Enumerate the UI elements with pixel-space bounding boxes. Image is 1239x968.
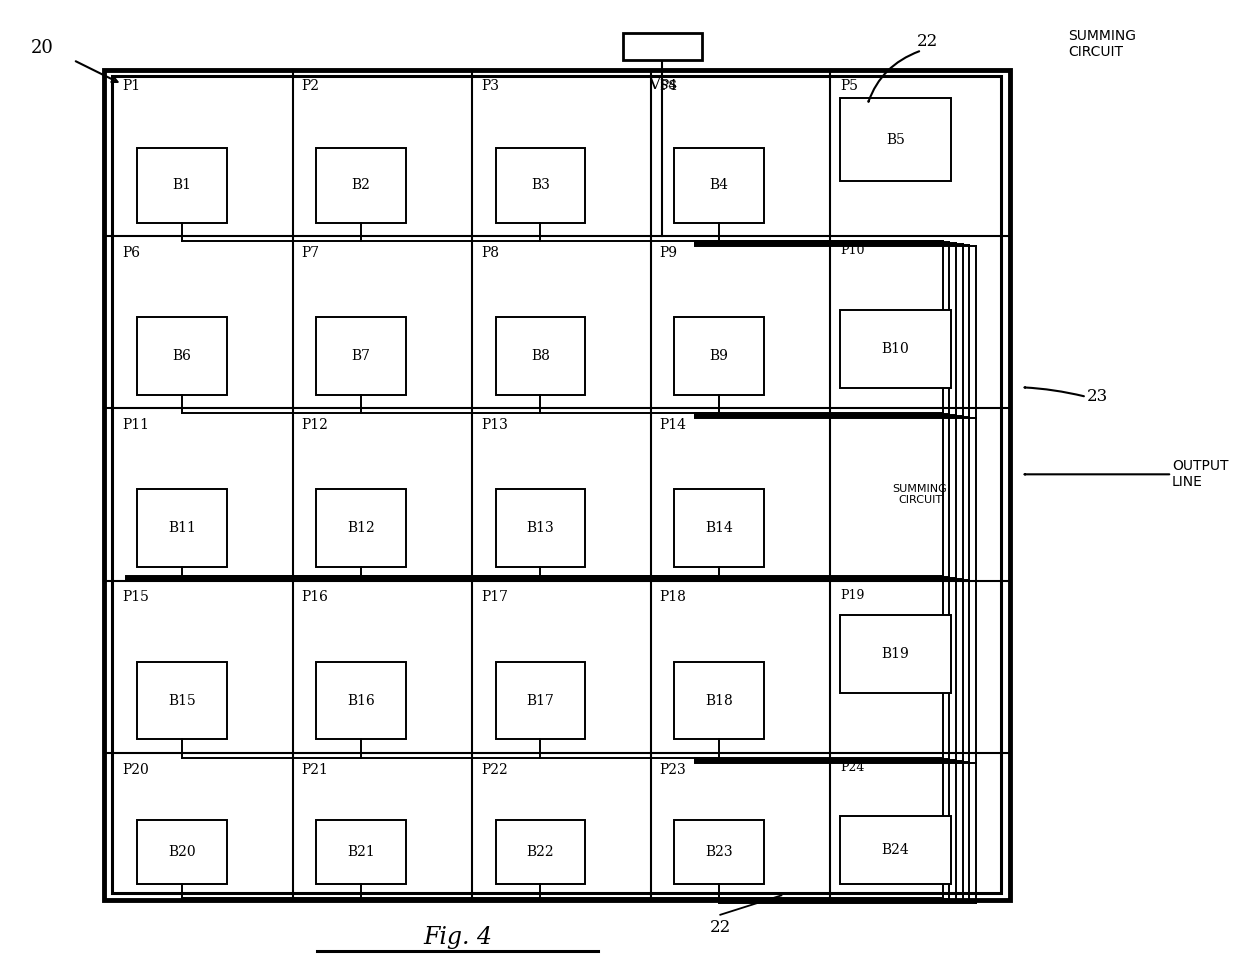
- Text: Fig. 4: Fig. 4: [424, 925, 492, 949]
- Bar: [674, 148, 763, 223]
- Text: P21: P21: [301, 763, 328, 776]
- Bar: [496, 490, 585, 567]
- Text: 20: 20: [31, 40, 53, 57]
- Bar: [674, 318, 763, 395]
- Text: B23: B23: [705, 845, 732, 859]
- Text: P19: P19: [840, 589, 865, 601]
- Text: P3: P3: [481, 79, 499, 93]
- Text: B6: B6: [172, 348, 191, 363]
- Bar: [674, 490, 763, 567]
- Text: B10: B10: [882, 342, 909, 356]
- Text: P11: P11: [123, 418, 149, 432]
- Text: P12: P12: [301, 418, 328, 432]
- Text: B20: B20: [169, 845, 196, 859]
- Text: B13: B13: [527, 521, 554, 535]
- Text: 22: 22: [917, 33, 938, 50]
- Text: P7: P7: [301, 246, 320, 259]
- Bar: [136, 318, 227, 395]
- Bar: [674, 820, 763, 884]
- Text: B22: B22: [527, 845, 554, 859]
- Bar: [316, 490, 406, 567]
- Text: B18: B18: [705, 693, 732, 708]
- Text: Vss: Vss: [648, 76, 676, 93]
- Text: P23: P23: [659, 763, 686, 776]
- Text: B8: B8: [530, 348, 550, 363]
- Text: P10: P10: [840, 244, 865, 257]
- Bar: [104, 70, 1010, 900]
- Text: P16: P16: [301, 590, 328, 604]
- Text: P15: P15: [123, 590, 149, 604]
- Bar: [496, 148, 585, 223]
- Bar: [840, 616, 952, 693]
- Text: B9: B9: [710, 348, 729, 363]
- Bar: [316, 820, 406, 884]
- Text: P18: P18: [659, 590, 686, 604]
- Bar: [316, 662, 406, 740]
- Text: B4: B4: [710, 178, 729, 193]
- Text: B11: B11: [167, 521, 196, 535]
- Text: OUTPUT
LINE: OUTPUT LINE: [1172, 459, 1229, 490]
- Text: B1: B1: [172, 178, 191, 193]
- Text: P8: P8: [481, 246, 499, 259]
- Text: P22: P22: [481, 763, 508, 776]
- Text: B3: B3: [530, 178, 550, 193]
- Text: B24: B24: [882, 843, 909, 857]
- Text: SUMMING
CIRCUIT: SUMMING CIRCUIT: [1068, 29, 1136, 59]
- Text: P9: P9: [659, 246, 678, 259]
- Text: B21: B21: [347, 845, 375, 859]
- Bar: [136, 490, 227, 567]
- FancyArrowPatch shape: [869, 51, 919, 102]
- Text: 23: 23: [1087, 388, 1108, 406]
- Text: P20: P20: [123, 763, 149, 776]
- Text: B12: B12: [347, 521, 375, 535]
- Bar: [496, 820, 585, 884]
- Text: B7: B7: [352, 348, 370, 363]
- Bar: [136, 148, 227, 223]
- Text: P6: P6: [123, 246, 140, 259]
- Bar: [496, 662, 585, 740]
- Bar: [840, 98, 952, 181]
- Text: P5: P5: [840, 79, 857, 93]
- Text: P17: P17: [481, 590, 508, 604]
- Text: SUMMING
CIRCUIT: SUMMING CIRCUIT: [892, 484, 948, 505]
- Text: P14: P14: [659, 418, 686, 432]
- Text: B17: B17: [527, 693, 554, 708]
- Text: P24: P24: [840, 761, 865, 773]
- Bar: [674, 662, 763, 740]
- Bar: [623, 33, 703, 60]
- Text: B5: B5: [886, 133, 904, 146]
- Text: B16: B16: [347, 693, 375, 708]
- Text: P1: P1: [123, 79, 140, 93]
- Text: B15: B15: [167, 693, 196, 708]
- Bar: [136, 820, 227, 884]
- Text: B19: B19: [882, 647, 909, 661]
- Bar: [840, 816, 952, 884]
- Text: P2: P2: [301, 79, 320, 93]
- Text: B14: B14: [705, 521, 733, 535]
- Text: P4: P4: [659, 79, 678, 93]
- Text: 22: 22: [710, 919, 731, 936]
- Text: B2: B2: [352, 178, 370, 193]
- Text: P13: P13: [481, 418, 508, 432]
- FancyArrowPatch shape: [1025, 387, 1084, 396]
- Bar: [316, 318, 406, 395]
- Bar: [496, 318, 585, 395]
- Bar: [316, 148, 406, 223]
- Bar: [840, 311, 952, 388]
- Bar: [113, 76, 1001, 893]
- Bar: [136, 662, 227, 740]
